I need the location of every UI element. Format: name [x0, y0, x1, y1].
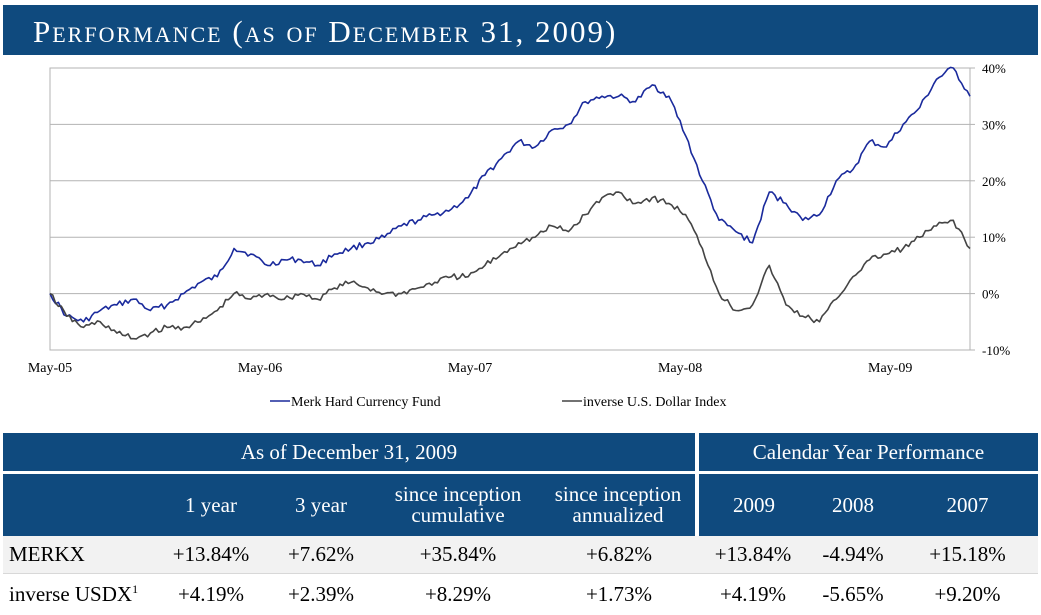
- table-cell: +1.73%: [541, 573, 697, 614]
- table-cell: +13.84%: [155, 536, 267, 574]
- group-header-as-of: As of December 31, 2009: [3, 433, 697, 473]
- table-cell: +9.20%: [897, 573, 1039, 614]
- x-tick-label: May-08: [658, 361, 702, 376]
- column-header-2007: 2007: [897, 472, 1039, 536]
- legend-label: inverse U.S. Dollar Index: [583, 395, 726, 410]
- title-bar: Performance (as of December 31, 2009): [3, 5, 1038, 55]
- column-header-3-year: 3 year: [267, 472, 375, 536]
- table-cell: -5.65%: [809, 573, 897, 614]
- legend-label: Merk Hard Currency Fund: [291, 395, 441, 410]
- row-label: inverse USDX1: [3, 573, 155, 614]
- column-header-1-year: 1 year: [155, 472, 267, 536]
- column-header-since-inception-cumulative: since inception cumulative: [375, 472, 541, 536]
- group-header-calendar-year: Calendar Year Performance: [694, 433, 1039, 473]
- table-row-inverse-usdx: inverse USDX1 +4.19% +2.39% +8.29% +1.73…: [3, 573, 1039, 614]
- column-header-blank: [3, 472, 155, 536]
- y-tick-label: 10%: [982, 230, 1006, 245]
- row-label: MERKX: [3, 536, 155, 574]
- footnote-marker: 1: [132, 581, 139, 596]
- table-cell: -4.94%: [809, 536, 897, 574]
- table-cell: +4.19%: [155, 573, 267, 614]
- performance-chart: -10% 0% 10% 20% 30% 40% May-05 May-06 May-07 May-…: [28, 61, 1010, 410]
- column-header-2008: 2008: [809, 472, 897, 536]
- y-tick-label: 40%: [982, 61, 1006, 76]
- y-tick-label: -10%: [982, 343, 1010, 358]
- series-line-merk-fund: [49, 66, 971, 323]
- x-tick-label: May-07: [448, 361, 492, 376]
- table-cell: +4.19%: [697, 573, 809, 614]
- column-header-since-inception-annualized: since inception annualized: [541, 472, 697, 536]
- performance-table: As of December 31, 2009 Calendar Year Pe…: [3, 433, 1039, 614]
- y-tick-label: 0%: [982, 287, 1000, 302]
- table-cell: +7.62%: [267, 536, 375, 574]
- series-line-inverse-usdx: [49, 191, 971, 340]
- column-header-2009: 2009: [695, 472, 809, 536]
- y-tick-label: 20%: [982, 174, 1006, 189]
- table-cell: +8.29%: [375, 573, 541, 614]
- table-cell: +2.39%: [267, 573, 375, 614]
- x-tick-label: May-06: [238, 361, 282, 376]
- plot-frame: [49, 67, 971, 351]
- page-title: Performance (as of December 31, 2009): [33, 14, 618, 49]
- table-row-merkx: MERKX +13.84% +7.62% +35.84% +6.82% +13.…: [3, 536, 1039, 574]
- table-cell: +15.18%: [897, 536, 1039, 574]
- x-tick-label: May-05: [28, 361, 72, 376]
- table-cell: +35.84%: [375, 536, 541, 574]
- table-cell: +6.82%: [541, 536, 697, 574]
- y-tick-label: 30%: [982, 117, 1006, 132]
- x-tick-label: May-09: [868, 361, 912, 376]
- table-cell: +13.84%: [697, 536, 809, 574]
